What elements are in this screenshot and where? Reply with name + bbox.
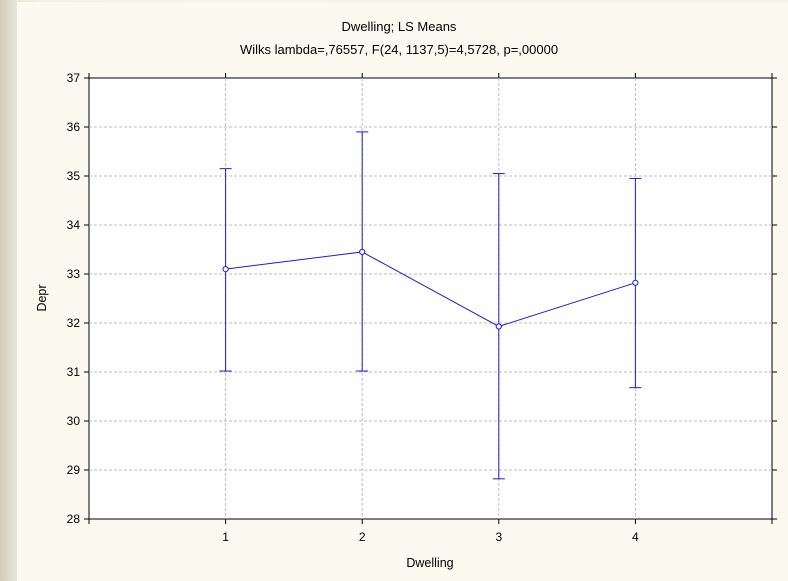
grid-lines bbox=[89, 78, 772, 519]
y-tick-label: 31 bbox=[67, 365, 81, 379]
y-tick-label: 37 bbox=[67, 71, 81, 85]
mean-line bbox=[225, 251, 636, 327]
mean-point bbox=[495, 323, 502, 330]
mean-point bbox=[222, 266, 229, 273]
x-tick-label: 3 bbox=[495, 530, 502, 544]
y-tick-label: 35 bbox=[67, 169, 81, 183]
x-tick-label: 4 bbox=[632, 530, 639, 544]
series-means bbox=[219, 131, 642, 480]
chart-title: Dwelling; LS Means bbox=[342, 19, 457, 34]
mean-point bbox=[359, 248, 366, 256]
x-tick-label: 2 bbox=[359, 530, 366, 544]
y-tick-label: 36 bbox=[67, 120, 81, 134]
y-tick-label: 32 bbox=[67, 316, 81, 330]
x-tick-label: 1 bbox=[222, 530, 229, 544]
y-axis-label: Depr bbox=[35, 284, 49, 311]
y-tick-label: 33 bbox=[67, 267, 81, 281]
y-tick-label: 34 bbox=[67, 218, 81, 232]
y-tick-label: 28 bbox=[67, 512, 81, 526]
mean-point bbox=[632, 279, 639, 286]
chart-subtitle: Wilks lambda=,76557, F(24, 1137,5)=4,572… bbox=[240, 42, 558, 57]
y-tick-label: 30 bbox=[67, 414, 81, 428]
plot-area bbox=[88, 77, 773, 520]
x-axis-label: Dwelling bbox=[406, 556, 453, 570]
y-tick-label: 29 bbox=[67, 463, 81, 477]
